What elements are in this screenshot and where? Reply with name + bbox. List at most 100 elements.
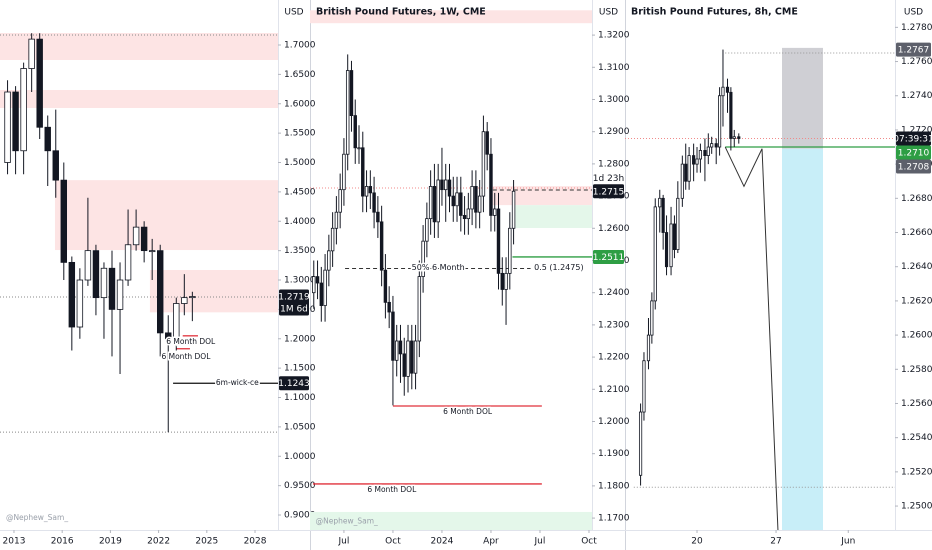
y-tick-label: 1.4500 [284, 187, 316, 197]
x-tick-label: Apr [483, 537, 499, 547]
y-tick-label: 1.2580 [901, 365, 932, 375]
candle-body [672, 223, 677, 251]
zone [310, 10, 592, 24]
y-tick-label: 1.2500 [901, 502, 932, 512]
candle-body [653, 206, 657, 302]
candle-body [470, 186, 474, 210]
candle-body [364, 186, 369, 197]
zone [310, 511, 592, 530]
candle-body [496, 208, 501, 274]
price-marker-label: 1.1243 [278, 379, 310, 389]
candle-body [462, 215, 467, 220]
candle-body [444, 179, 448, 191]
candle-body [334, 211, 339, 229]
candle-body [36, 38, 43, 128]
y-tick-label: 1.3000 [284, 276, 316, 286]
candle-body [345, 70, 350, 155]
candle-body [338, 189, 342, 213]
currency-label: USD [284, 8, 303, 18]
price-marker-label: 07:39:31 [893, 134, 932, 144]
candle-body [165, 332, 172, 340]
y-tick-label: 1.7000 [284, 41, 316, 51]
candle-body [379, 221, 384, 271]
candle-body [500, 272, 504, 290]
candle-body [330, 227, 335, 252]
y-tick-label: 1.6500 [284, 70, 316, 80]
candle-body [642, 360, 646, 413]
candle-body [489, 153, 493, 216]
candle-body [68, 261, 76, 328]
x-tick-label: Jun [840, 537, 855, 547]
candle-body [156, 250, 164, 334]
candle-body [432, 186, 437, 223]
candle-body [661, 197, 665, 233]
candle-body [646, 334, 651, 362]
candle-body [173, 303, 180, 340]
candle-body [664, 232, 669, 268]
candle-body [725, 86, 730, 93]
candle-body [372, 192, 376, 213]
x-tick-label: 2013 [3, 537, 26, 547]
price-marker-label: 1.2719 [278, 293, 310, 303]
y-tick-label: 1.5000 [284, 158, 316, 168]
candle-body [425, 218, 429, 242]
y-tick-label: 1.2400 [598, 288, 630, 298]
candle-body [323, 269, 327, 306]
candle-body [100, 267, 108, 299]
candle-body [319, 282, 324, 306]
price-marker [279, 289, 309, 316]
candle-body [410, 340, 414, 374]
candle-body [504, 272, 508, 290]
price-marker-label: 1.2710 [898, 148, 930, 158]
candle-body [658, 197, 662, 208]
level-label: 6 Month DOL [443, 407, 493, 416]
price-marker [896, 159, 931, 174]
y-tick-label: 1.1800 [598, 481, 630, 491]
chart-title: British Pound Futures, 8h, CME [631, 7, 798, 18]
x-tick-label: Jul [338, 537, 350, 547]
level-label: 6 Month DOL [161, 352, 211, 361]
x-tick-label: 20 [691, 537, 703, 547]
candle-body [181, 297, 188, 304]
candle-body [52, 150, 59, 181]
candle-body [481, 131, 486, 197]
candle-body [140, 226, 148, 252]
y-tick-label: 1.1500 [284, 364, 316, 374]
candle-body [710, 143, 714, 148]
zone [54, 180, 278, 251]
candle-body [20, 68, 27, 152]
y-tick-label: 1.1900 [598, 449, 630, 459]
x-tick-label: 2016 [51, 537, 74, 547]
y-tick-label: 0.9000 [284, 511, 316, 521]
candle-body [687, 155, 691, 182]
y-tick-label: 1.2900 [598, 127, 630, 137]
y-tick-label: 1.0500 [284, 422, 316, 432]
y-tick-label: 1.2200 [598, 353, 630, 363]
price-marker [896, 42, 931, 57]
candle-body [315, 276, 320, 284]
candle-body [108, 267, 116, 310]
y-tick-label: 1.2620 [901, 296, 932, 306]
candle-body [706, 146, 710, 156]
y-tick-label: 1.1000 [284, 393, 316, 403]
candle-body [413, 340, 418, 374]
y-tick-label: 1.2600 [598, 224, 630, 234]
candle-body [349, 70, 354, 116]
y-tick-label: 0.9500 [284, 481, 316, 491]
candle-body [718, 95, 722, 148]
candle-body [60, 179, 68, 263]
candle-body [12, 91, 19, 152]
y-tick-label: 1.2300 [598, 320, 630, 330]
zone [782, 148, 823, 530]
candle-body [474, 186, 478, 213]
x-tick-label: Jul [534, 537, 546, 547]
candle-body [508, 227, 512, 274]
candle-body [638, 411, 643, 476]
candle-body [417, 276, 422, 342]
y-tick-label: 1.2600 [901, 331, 932, 341]
candle-body [485, 131, 489, 155]
x-tick-label: 2025 [195, 537, 218, 547]
zone [0, 33, 278, 60]
candle-body [368, 186, 373, 194]
